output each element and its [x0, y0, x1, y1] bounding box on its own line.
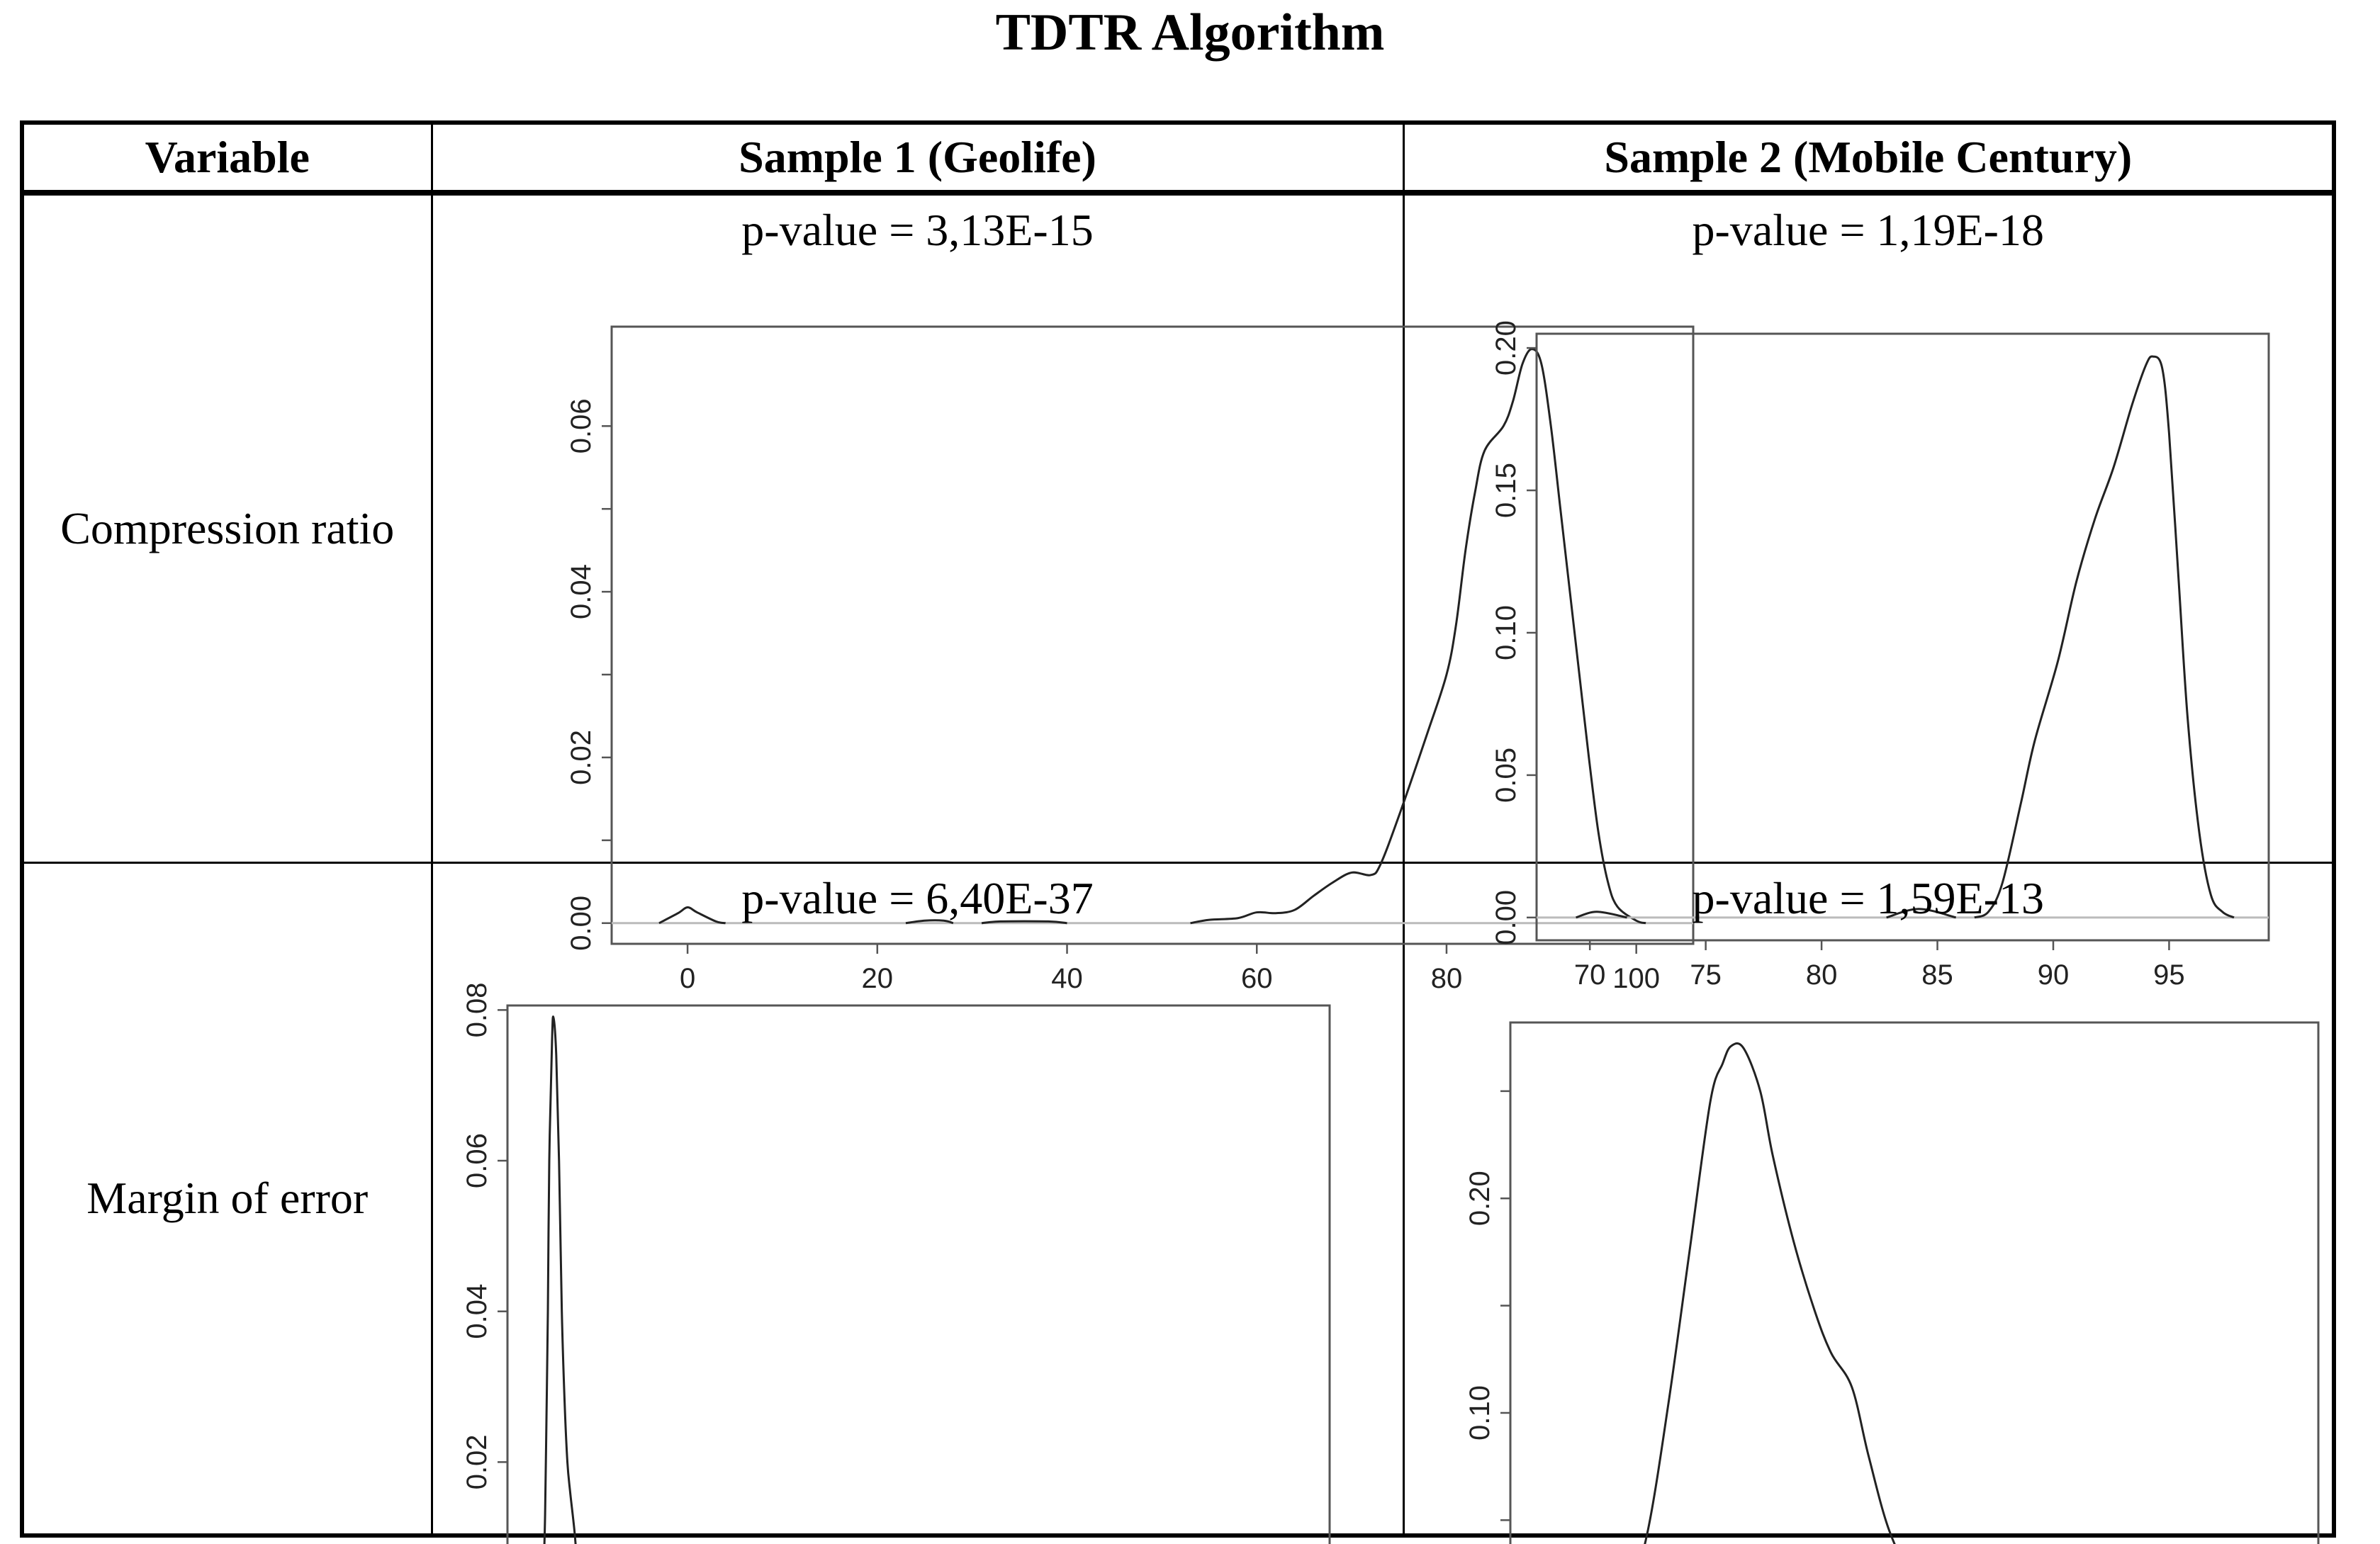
variable-margin-of-error: Margin of error [22, 862, 432, 1535]
density-plot-margin-geolife: 01002003004005000.000.020.040.060.08 [433, 871, 1405, 1544]
density-curve [1585, 1043, 2106, 1544]
variable-compression-ratio: Compression ratio [22, 193, 432, 862]
y-tick-label: 0.02 [461, 1434, 493, 1489]
y-tick-label: 0.04 [566, 564, 597, 619]
cell-margin-geolife: p-value = 6,40E-37 01002003004005000.000… [432, 862, 1403, 1535]
table-row: Margin of error p-value = 6,40E-37 01002… [22, 862, 2334, 1535]
header-variable: Variable [22, 123, 432, 193]
results-table: Variable Sample 1 (Geolife) Sample 2 (Mo… [20, 120, 2336, 1538]
y-tick-label: 0.08 [461, 982, 493, 1037]
y-tick-label: 0.15 [1491, 463, 1522, 518]
y-tick-label: 0.02 [566, 730, 597, 785]
header-sample1: Sample 1 (Geolife) [432, 123, 1403, 193]
y-tick-label: 0.04 [461, 1283, 493, 1339]
y-tick-label: 0.10 [1464, 1385, 1495, 1441]
y-tick-label: 0.20 [1464, 1171, 1495, 1226]
table-header-row: Variable Sample 1 (Geolife) Sample 2 (Mo… [22, 123, 2334, 193]
cell-margin-mobile-century: p-value = 1,59E-13 0510150.000.100.20 [1403, 862, 2334, 1535]
plot-frame [507, 1005, 1330, 1544]
density-curve [539, 1016, 637, 1544]
y-tick-label: 0.06 [566, 398, 597, 453]
y-tick-label: 0.06 [461, 1133, 493, 1188]
header-sample2: Sample 2 (Mobile Century) [1403, 123, 2334, 193]
figure-title: TDTR Algorithm [0, 0, 2380, 71]
y-tick-label: 0.20 [1491, 320, 1522, 376]
y-tick-label: 0.05 [1491, 748, 1522, 803]
density-plot-margin-mobile-century: 0510150.000.100.20 [1405, 871, 2335, 1544]
y-tick-label: 0.10 [1491, 605, 1522, 660]
density-curve [1974, 356, 2233, 918]
plot-frame [1510, 1022, 2318, 1544]
plot-frame [1537, 334, 2269, 940]
